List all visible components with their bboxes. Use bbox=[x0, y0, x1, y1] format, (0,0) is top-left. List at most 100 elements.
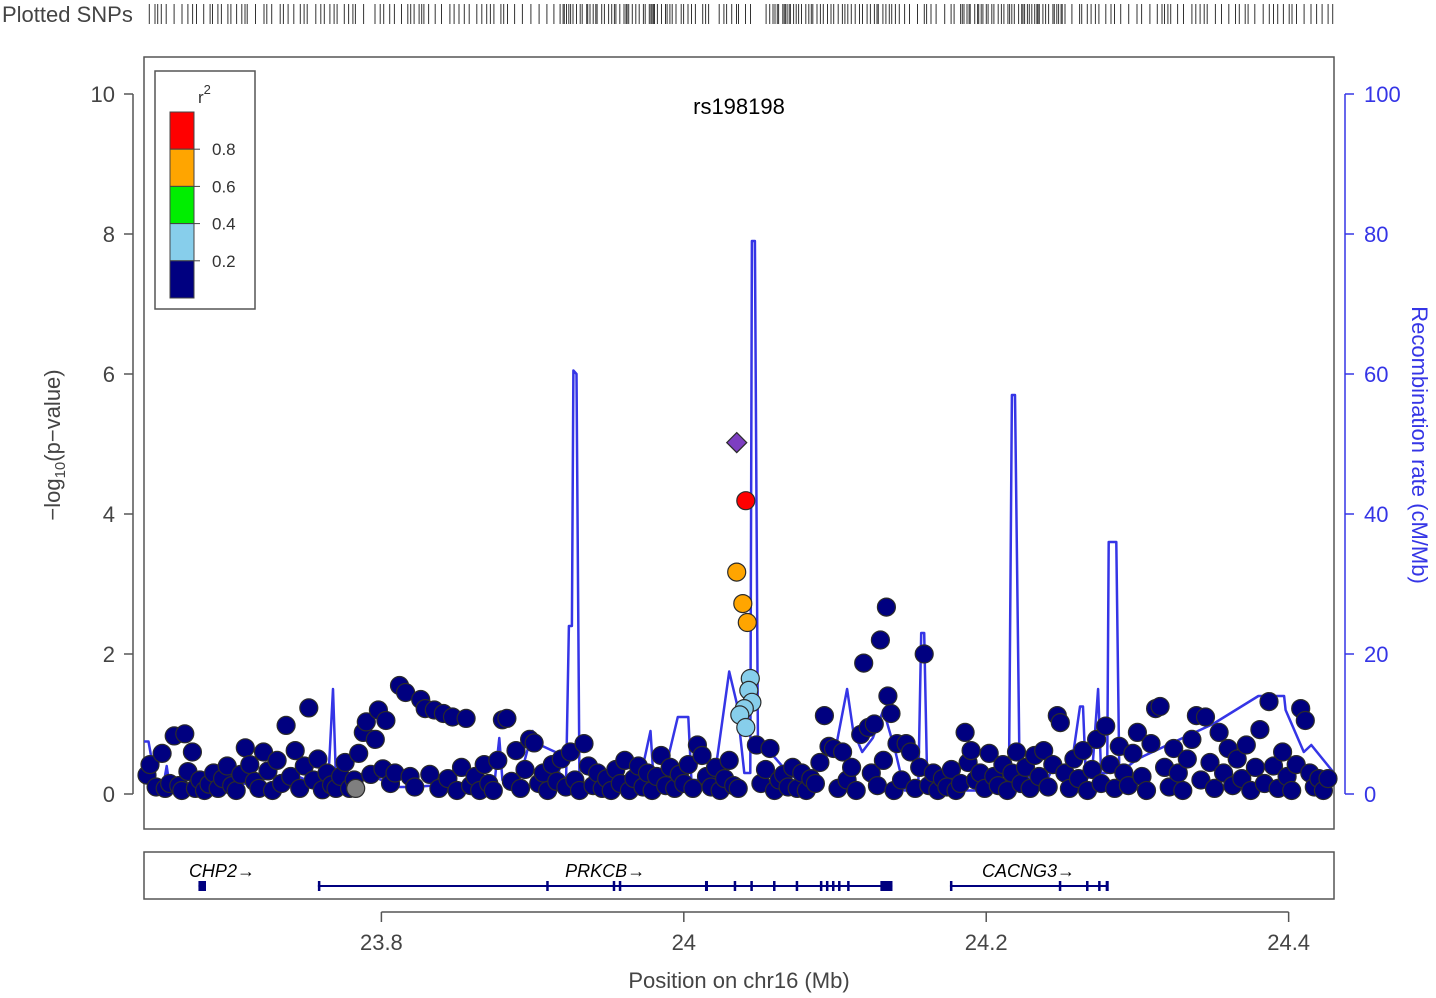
snp-point bbox=[356, 712, 376, 732]
left-tick-label: 6 bbox=[103, 362, 115, 387]
genes-layer: CHP2→ PRKCB→ CACNG3→ bbox=[189, 861, 1109, 891]
gene-label: CACNG3→ bbox=[982, 861, 1075, 881]
left-tick-label: 4 bbox=[103, 502, 115, 527]
right-tick-label: 20 bbox=[1364, 642, 1388, 667]
snp-point bbox=[1038, 777, 1058, 797]
snp-point bbox=[864, 714, 884, 734]
gene-exon bbox=[704, 881, 709, 891]
snp-point bbox=[832, 742, 853, 762]
snp-point bbox=[1006, 742, 1027, 762]
snp-point-ld bbox=[736, 491, 756, 511]
snp-point bbox=[299, 698, 319, 718]
snp-point bbox=[497, 708, 517, 729]
snp-point bbox=[1263, 756, 1284, 776]
snp-point bbox=[876, 597, 897, 617]
snp-point bbox=[810, 752, 830, 773]
snp-point bbox=[1195, 707, 1216, 727]
right-tick-label: 80 bbox=[1364, 222, 1388, 247]
snp-point bbox=[678, 754, 698, 775]
gene-exon bbox=[795, 881, 799, 891]
snp-point bbox=[1127, 722, 1148, 743]
legend-title: r2 bbox=[198, 82, 211, 107]
snp-point bbox=[1236, 735, 1256, 755]
snp-point bbox=[267, 750, 287, 771]
snp-point bbox=[1141, 733, 1161, 754]
snp-point bbox=[1168, 763, 1188, 783]
gene-exon bbox=[546, 881, 549, 891]
snp-point bbox=[1086, 729, 1107, 750]
gene-panel-frame bbox=[143, 851, 1335, 900]
snp-point bbox=[728, 778, 748, 799]
snp-point bbox=[867, 775, 888, 796]
snp-points-layer bbox=[137, 431, 1338, 801]
snp-point bbox=[226, 780, 246, 801]
snp-point bbox=[515, 759, 535, 780]
snp-point bbox=[240, 754, 260, 775]
right-tick-label: 100 bbox=[1364, 82, 1401, 107]
snp-point bbox=[1272, 742, 1293, 762]
snp-point bbox=[175, 724, 195, 744]
snp-point bbox=[506, 740, 526, 761]
plot-frame bbox=[143, 56, 1335, 830]
legend-swatch bbox=[169, 148, 195, 187]
gene-exon bbox=[838, 881, 841, 891]
right-tick-label: 40 bbox=[1364, 502, 1388, 527]
gene-exon bbox=[612, 881, 616, 891]
snp-point bbox=[1295, 710, 1315, 731]
gene-exon bbox=[750, 881, 753, 891]
gene-exon bbox=[618, 881, 622, 891]
snp-point bbox=[1150, 696, 1170, 717]
x-axis-title: Position on chr16 (Mb) bbox=[628, 968, 849, 993]
gene-exon bbox=[819, 881, 823, 891]
snp-point bbox=[376, 710, 396, 731]
gene-cacng3: CACNG3→ bbox=[949, 861, 1109, 891]
gene-exon bbox=[1098, 881, 1101, 891]
snp-point bbox=[349, 743, 369, 764]
snp-point bbox=[524, 733, 544, 753]
snp-point bbox=[152, 743, 172, 764]
x-tick-label: 23.8 bbox=[360, 930, 403, 955]
snp-point bbox=[841, 757, 862, 778]
snp-point bbox=[814, 705, 835, 726]
snp-point bbox=[873, 750, 894, 771]
right-tick-label: 0 bbox=[1364, 782, 1376, 807]
gene-exon bbox=[1105, 881, 1109, 891]
snp-point bbox=[760, 738, 780, 759]
snp-point bbox=[878, 686, 898, 706]
snp-point bbox=[1164, 738, 1184, 759]
chart-title: rs198198 bbox=[693, 94, 785, 119]
left-y-axis-title: −log10(p−value) bbox=[40, 369, 69, 520]
x-tick-label: 24.2 bbox=[965, 930, 1008, 955]
snp-point bbox=[182, 742, 202, 762]
snp-point-ld bbox=[733, 593, 753, 614]
snp-point bbox=[1282, 780, 1302, 801]
snp-point bbox=[1096, 716, 1116, 736]
legend-swatch bbox=[169, 223, 195, 262]
gene-label: PRKCB→ bbox=[565, 861, 645, 881]
right-y-axis-title: Recombination rate (cM/Mb) bbox=[1407, 306, 1432, 584]
gene-chp2: CHP2→ bbox=[189, 861, 255, 891]
gene-exon bbox=[831, 881, 835, 891]
snp-point bbox=[488, 750, 508, 771]
gene-exon bbox=[733, 881, 737, 891]
snp-point bbox=[365, 729, 385, 750]
snp-point-ld bbox=[737, 612, 757, 633]
gene-exon bbox=[1058, 881, 1062, 891]
gene-exon bbox=[880, 881, 893, 891]
snp-point bbox=[805, 773, 826, 794]
legend-label: 0.6 bbox=[212, 177, 236, 196]
snp-point bbox=[1177, 749, 1197, 769]
snp-point bbox=[1050, 712, 1070, 733]
right-tick-label: 60 bbox=[1364, 362, 1388, 387]
snp-point bbox=[574, 733, 594, 754]
snp-point bbox=[1209, 722, 1229, 743]
left-tick-label: 10 bbox=[91, 82, 115, 107]
plotted-snps-label: Plotted SNPs bbox=[2, 2, 133, 27]
snp-point bbox=[1123, 743, 1143, 764]
legend-swatch bbox=[169, 111, 195, 150]
legend-label: 0.2 bbox=[212, 252, 236, 271]
snp-point bbox=[870, 630, 891, 650]
gene-exon bbox=[1086, 881, 1089, 891]
snp-point bbox=[955, 722, 975, 743]
snp-point bbox=[914, 644, 934, 664]
